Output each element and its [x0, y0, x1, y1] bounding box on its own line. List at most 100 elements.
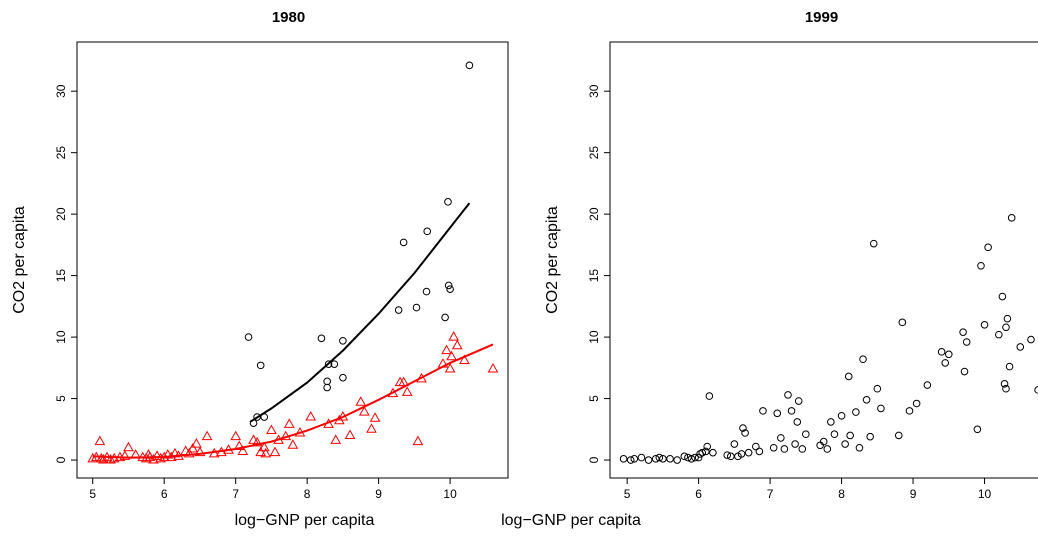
plot-frame	[76, 41, 509, 479]
point	[744, 448, 753, 457]
y-tick-label: 15	[54, 269, 68, 283]
point	[446, 285, 454, 293]
point	[741, 429, 749, 437]
point	[287, 439, 299, 449]
point	[703, 442, 712, 451]
point	[187, 442, 199, 453]
point	[1007, 214, 1016, 222]
point	[412, 435, 424, 446]
x-tick-label: 10	[443, 487, 457, 501]
point	[737, 450, 746, 458]
point	[441, 313, 449, 322]
point	[869, 239, 878, 248]
point	[283, 418, 295, 428]
point	[784, 391, 792, 399]
point	[324, 360, 333, 368]
point	[398, 376, 410, 387]
point	[666, 455, 674, 463]
point	[923, 381, 932, 389]
point	[794, 397, 803, 405]
point	[959, 328, 967, 336]
point	[123, 441, 134, 452]
point	[859, 355, 867, 364]
y-tick-label: 30	[587, 84, 601, 98]
point	[855, 443, 864, 452]
point	[819, 437, 828, 446]
point	[980, 320, 989, 329]
point	[837, 411, 846, 420]
x-tick-label: 6	[695, 487, 702, 501]
point	[960, 367, 969, 376]
point	[459, 354, 470, 364]
point	[266, 424, 277, 435]
point	[687, 455, 696, 463]
point	[399, 238, 408, 247]
point	[1034, 386, 1038, 394]
chart-title: 1980	[272, 9, 305, 26]
point	[998, 292, 1007, 301]
point	[852, 408, 860, 416]
point	[705, 392, 714, 400]
point	[323, 377, 331, 386]
point	[780, 445, 789, 453]
x-tick-label: 8	[304, 487, 311, 501]
point	[684, 453, 692, 462]
point	[94, 435, 106, 446]
point	[260, 447, 272, 458]
plot-frame	[609, 41, 1038, 479]
point	[944, 350, 953, 359]
point	[401, 386, 413, 396]
y-tick-label: 20	[54, 207, 68, 221]
x-tick-label: 5	[89, 487, 96, 501]
plot-area	[619, 214, 1038, 464]
point	[451, 339, 463, 350]
point	[201, 430, 213, 441]
point	[317, 334, 326, 343]
point	[691, 453, 699, 462]
point	[984, 243, 992, 252]
point	[630, 455, 639, 463]
point	[759, 407, 767, 415]
point	[637, 453, 646, 462]
point	[98, 454, 109, 464]
point	[339, 336, 347, 345]
point	[1003, 314, 1012, 323]
point	[244, 333, 253, 341]
point	[444, 363, 456, 373]
point	[423, 227, 432, 236]
point	[626, 456, 635, 464]
x-axis-label: log−GNP per capita	[501, 512, 641, 529]
fit-line	[92, 343, 494, 459]
plot-area	[87, 61, 499, 464]
point	[465, 61, 474, 70]
point	[793, 418, 802, 426]
fit-line	[249, 202, 471, 423]
point	[905, 407, 914, 415]
x-tick-label: 5	[624, 487, 631, 501]
point	[344, 429, 356, 439]
point	[941, 359, 950, 367]
chart-title: 1999	[805, 9, 838, 26]
point	[105, 454, 116, 464]
point	[1027, 335, 1035, 344]
point	[823, 445, 832, 453]
point	[723, 451, 732, 459]
point	[841, 440, 849, 448]
point	[619, 455, 628, 463]
x-axis-label: log−GNP per capita	[235, 512, 375, 529]
y-tick-label: 10	[587, 330, 601, 344]
point	[698, 448, 707, 457]
point	[730, 440, 739, 448]
point	[1016, 343, 1025, 351]
point	[773, 409, 782, 418]
point	[1002, 323, 1010, 332]
point	[1000, 380, 1009, 388]
y-axis-label: CO2 per capita	[544, 206, 561, 314]
point	[237, 445, 249, 455]
point	[183, 447, 195, 458]
y-tick-label: 20	[587, 207, 601, 221]
x-tick-label: 7	[232, 487, 239, 501]
point	[412, 303, 421, 312]
point	[846, 431, 854, 440]
